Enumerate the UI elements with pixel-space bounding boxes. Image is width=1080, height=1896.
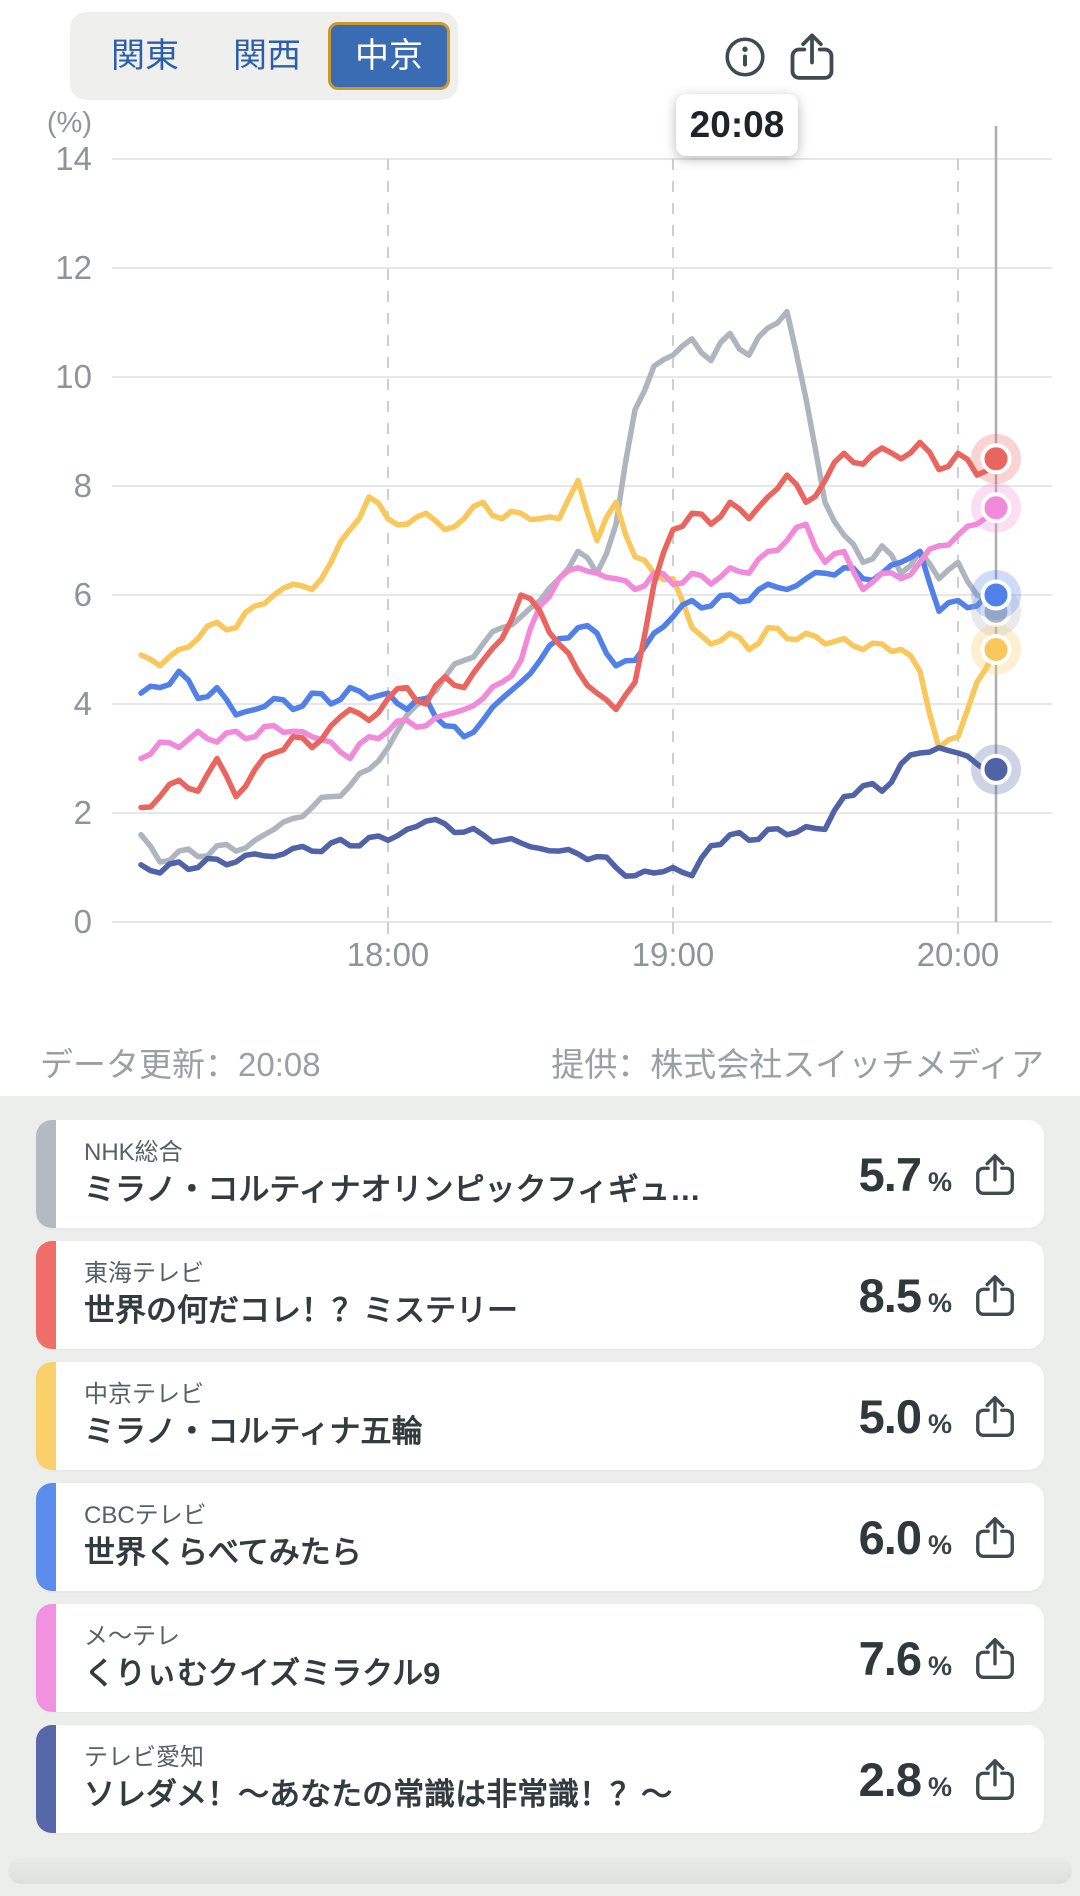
channel-rating-value: 8.5 %	[859, 1268, 952, 1323]
channel-share-icon[interactable]	[972, 1151, 1018, 1197]
channel-station-name: 中京テレビ	[84, 1381, 204, 1409]
channel-card-2: 東海テレビ 世界の何だコレ！？ミステリー 8.5 %	[36, 1241, 1044, 1349]
channel-color-bar	[36, 1483, 56, 1591]
x-axis-label-19:00: 19:00	[632, 936, 715, 973]
channel-program-title: ミラノ・コルティナ五輪	[84, 1413, 423, 1449]
current-time-tooltip: 20:08	[676, 94, 798, 156]
rating-number: 5.7	[858, 1147, 922, 1201]
info-icon[interactable]	[722, 34, 768, 80]
data-updated-label: データ更新：20:08	[40, 1046, 321, 1083]
current-time-label: 20:08	[689, 104, 785, 145]
series-endpoint-4	[980, 492, 1012, 524]
y-axis-label-8: 8	[74, 467, 92, 504]
channel-share-icon[interactable]	[972, 1756, 1018, 1802]
channel-rating-value: 5.7 %	[859, 1147, 952, 1202]
rating-unit: %	[927, 1408, 952, 1439]
y-axis-label-4: 4	[74, 685, 92, 722]
channel-rating-value: 6.0 %	[859, 1510, 952, 1565]
channel-card-6: テレビ愛知 ソレダメ！〜あなたの常識は非常識！？〜 2.8 %	[36, 1725, 1044, 1833]
rating-number: 8.5	[858, 1268, 922, 1322]
channel-station-name: 東海テレビ	[84, 1260, 204, 1288]
data-provider-label: 提供：株式会社スイッチメディア	[551, 1046, 1044, 1083]
y-axis-label-0: 0	[74, 903, 92, 940]
series-line-1	[138, 439, 999, 811]
channel-share-icon[interactable]	[972, 1393, 1018, 1439]
y-axis-label-14: 14	[55, 140, 92, 177]
channel-share-icon[interactable]	[972, 1635, 1018, 1681]
channel-program-title: 世界の何だコレ！？ミステリー	[84, 1292, 518, 1328]
y-axis-unit-label: (%)	[47, 107, 92, 139]
channel-station-name: テレビ愛知	[84, 1744, 204, 1772]
series-endpoint-2	[980, 634, 1012, 665]
channel-rating-value: 5.0 %	[859, 1389, 952, 1444]
ratings-chart: 0 2 4 6 8 10 12 14 (%) 18:00 19:00 20:00	[0, 60, 1080, 1020]
rating-number: 7.6	[858, 1631, 922, 1685]
rating-unit: %	[927, 1529, 952, 1560]
chart-footer: データ更新：20:08 提供：株式会社スイッチメディア	[0, 1030, 1080, 1090]
series-endpoint-1	[980, 443, 1012, 475]
rating-unit: %	[927, 1771, 952, 1802]
series-line-2	[138, 477, 999, 751]
y-axis-label-12: 12	[55, 249, 92, 286]
channel-rating-value: 7.6 %	[859, 1631, 952, 1686]
channel-card-1: NHK総合 ミラノ・コルティナオリンピックフィギュ… 5.7 %	[36, 1120, 1044, 1228]
ratings-chart-svg: 0 2 4 6 8 10 12 14(%) 18:00 19:00 20:00	[47, 107, 1052, 973]
channel-rating-value: 2.8 %	[859, 1752, 952, 1807]
x-axis-label-18:00: 18:00	[347, 936, 430, 973]
bottom-scroll-track	[8, 1858, 1072, 1884]
rating-unit: %	[927, 1650, 952, 1681]
y-axis-label-10: 10	[55, 358, 92, 395]
rating-number: 5.0	[858, 1389, 922, 1443]
rating-number: 6.0	[858, 1510, 922, 1564]
channel-card-3: 中京テレビ ミラノ・コルティナ五輪 5.0 %	[36, 1362, 1044, 1470]
y-axis-label-6: 6	[74, 576, 92, 613]
region-tab-1[interactable]: 関東	[111, 37, 179, 75]
series-line-4	[138, 505, 999, 762]
x-axis-label-20:00: 20:00	[917, 936, 1000, 973]
region-tab-2[interactable]: 関西	[233, 37, 301, 75]
share-icon[interactable]	[786, 30, 838, 82]
channel-station-name: CBCテレビ	[84, 1502, 207, 1530]
channel-color-bar	[36, 1120, 56, 1228]
channel-color-bar	[36, 1725, 56, 1833]
channel-share-icon[interactable]	[972, 1514, 1018, 1560]
channel-color-bar	[36, 1362, 56, 1470]
series-line-5	[138, 744, 999, 879]
channel-list-section: NHK総合 ミラノ・コルティナオリンピックフィギュ… 5.7 % 東海テレビ 世…	[0, 1096, 1080, 1896]
region-tab-3[interactable]: 中京	[328, 22, 450, 90]
y-axis-label-2: 2	[74, 794, 92, 831]
region-tab-bar: 関東 関西 中京	[70, 12, 458, 100]
channel-color-bar	[36, 1604, 56, 1712]
channel-program-title: 世界くらべてみたら	[84, 1534, 362, 1570]
channel-station-name: メ〜テレ	[84, 1623, 180, 1651]
channel-list: NHK総合 ミラノ・コルティナオリンピックフィギュ… 5.7 % 東海テレビ 世…	[36, 1120, 1044, 1833]
rating-unit: %	[927, 1287, 952, 1318]
channel-station-name: NHK総合	[84, 1139, 183, 1167]
series-endpoint-5	[980, 753, 1012, 785]
channel-program-title: ソレダメ！〜あなたの常識は非常識！？〜	[84, 1776, 673, 1812]
channel-share-icon[interactable]	[972, 1272, 1018, 1318]
channel-card-5: メ〜テレ くりぃむクイズミラクル9 7.6 %	[36, 1604, 1044, 1712]
channel-card-4: CBCテレビ 世界くらべてみたら 6.0 %	[36, 1483, 1044, 1591]
channel-color-bar	[36, 1241, 56, 1349]
rating-unit: %	[927, 1166, 952, 1197]
channel-program-title: ミラノ・コルティナオリンピックフィギュ…	[84, 1171, 701, 1207]
series-endpoint-3	[980, 579, 1012, 611]
channel-program-title: くりぃむクイズミラクル9	[84, 1655, 441, 1691]
rating-number: 2.8	[858, 1752, 922, 1806]
